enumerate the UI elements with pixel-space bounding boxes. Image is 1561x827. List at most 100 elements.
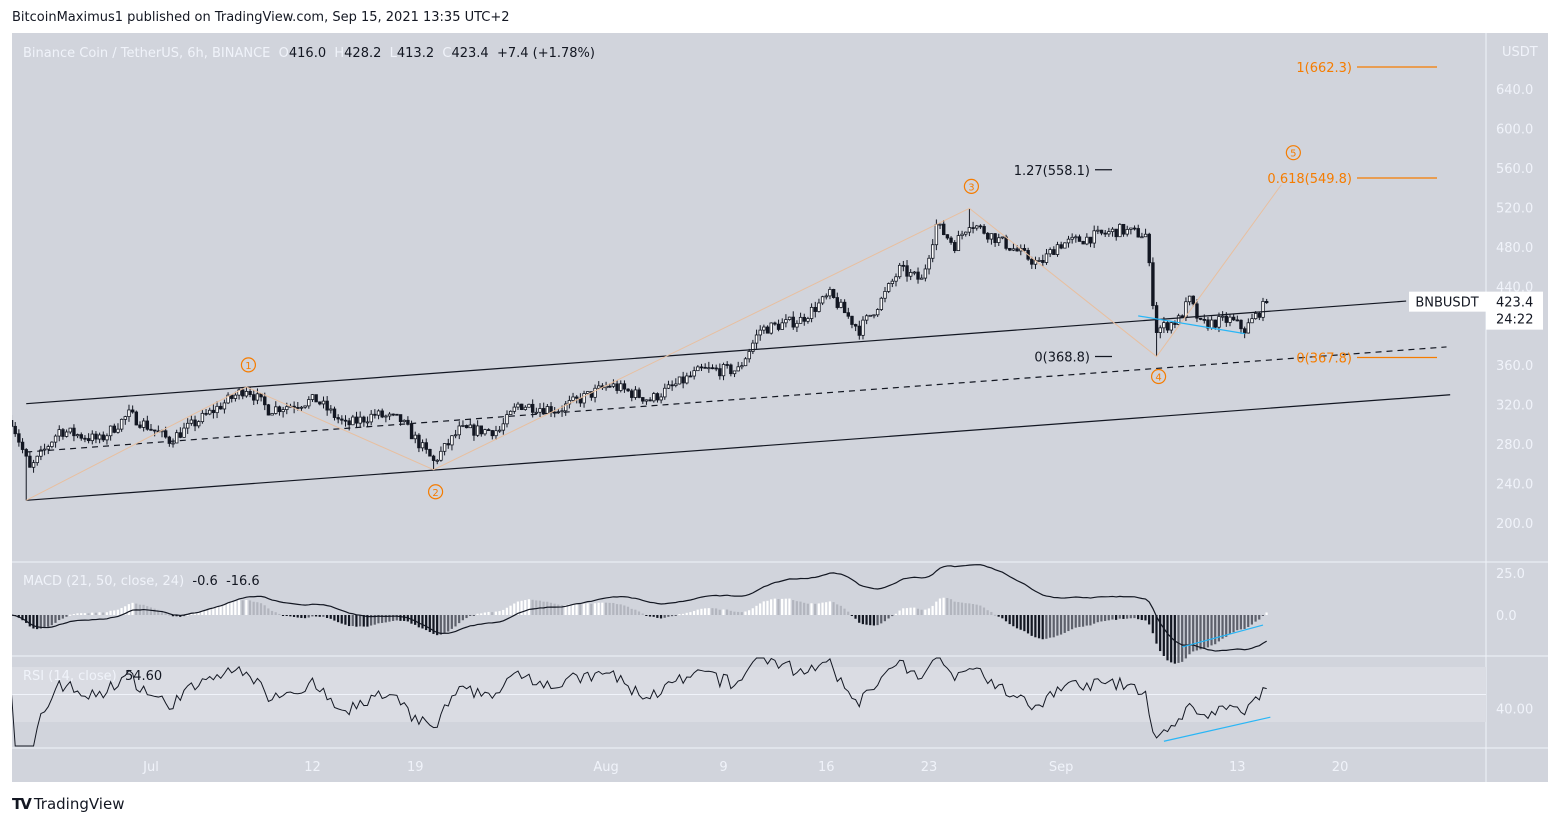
macd-histogram-bar [1078, 615, 1081, 627]
candle-up [828, 289, 832, 297]
macd-histogram-bar [1210, 615, 1213, 646]
candle-down [263, 396, 267, 406]
macd-histogram-bar [795, 601, 798, 615]
candle-up [435, 459, 439, 462]
chart-frame[interactable]: 640.0 600.0 560.0 520.0 480.0 440.0 360.0 320.0… [12, 33, 1548, 782]
macd-histogram-bar [215, 606, 219, 615]
macd-histogram-bar [494, 611, 497, 615]
rsi-value: 54.60 [124, 669, 163, 684]
candle-down [112, 425, 116, 433]
candle-down [391, 413, 395, 416]
candle-up [527, 403, 531, 408]
macd-histogram-bar [248, 600, 252, 615]
candle-down [842, 301, 847, 314]
macd-histogram-bar [1206, 615, 1209, 648]
macd-histogram-bar [1104, 615, 1107, 621]
candle-up [497, 429, 502, 432]
macd-histogram-bar [1247, 615, 1250, 627]
candle-up [442, 443, 447, 452]
candle-up [751, 342, 755, 352]
candle-up [1129, 227, 1133, 230]
candle-up [604, 385, 608, 389]
macd-histogram-bar [300, 615, 303, 618]
candle-up [1070, 236, 1074, 240]
macd-histogram-bar [737, 611, 740, 615]
candle-down [978, 225, 983, 228]
candle-up [1228, 316, 1232, 323]
candle-down [277, 406, 282, 413]
candle-down [986, 232, 990, 240]
candle-up [508, 410, 513, 415]
candle-up [685, 375, 689, 384]
macd-histogram-bar [340, 615, 343, 624]
candle-down [266, 404, 271, 416]
macd-histogram-bar [568, 604, 571, 615]
candle-up [108, 425, 113, 437]
macd-histogram-bar [241, 600, 244, 615]
macd-histogram-bar [1067, 615, 1070, 632]
wave-3-circle-icon [963, 178, 980, 194]
candle-down [1008, 247, 1012, 251]
macd-histogram-bar [1217, 615, 1220, 642]
candle-up [505, 414, 509, 425]
macd-histogram-bar [311, 615, 314, 617]
candle-up [692, 370, 696, 377]
candle-up [222, 402, 227, 410]
candle-up [1000, 236, 1005, 239]
macd-histogram-bar [953, 601, 956, 615]
close-value: 423.4 [451, 46, 489, 61]
macd-tick-label: 0.0 [1496, 609, 1517, 624]
candle-down [622, 383, 627, 390]
macd-histogram-bar [333, 615, 336, 621]
macd-histogram-bar [237, 600, 241, 615]
candle-down [149, 428, 153, 431]
macd-histogram-bar [1001, 615, 1004, 619]
rsi-line [12, 657, 1267, 747]
macd-histogram-bar [964, 603, 967, 615]
macd-histogram-bar [971, 604, 975, 615]
macd-histogram-bar [707, 608, 710, 615]
candle-up [883, 291, 887, 299]
macd-histogram-bar [546, 601, 549, 615]
candle-down [193, 419, 197, 427]
wave-1-label: 1 [245, 361, 251, 372]
candle-up [200, 412, 205, 423]
macd-histogram-bar [358, 615, 362, 627]
macd-histogram-bar [986, 610, 989, 615]
candle-up [303, 405, 307, 408]
macd-histogram-bar [630, 608, 633, 615]
time-tick-label: 9 [719, 760, 727, 775]
macd-histogram-bar [373, 615, 376, 625]
fib-level-label: 0(367.8) [1296, 351, 1352, 366]
macd-histogram-bar [729, 610, 732, 615]
candle-up [1261, 301, 1265, 318]
last-price-value: 423.4 [1496, 296, 1533, 311]
candle-down [714, 367, 718, 370]
symbol-price-label: BNBUSDT [1415, 296, 1478, 311]
macd-histogram-bar [344, 615, 347, 625]
macd-histogram-bar [667, 615, 670, 617]
candle-up [820, 296, 825, 304]
macd-histogram-bar [1107, 615, 1110, 621]
wave-1-circle-icon [240, 357, 257, 373]
candle-up [960, 233, 964, 237]
macd-histogram-bar [810, 603, 813, 615]
candle-up [307, 399, 311, 407]
candle-up [1187, 295, 1192, 303]
macd-histogram-bar [788, 598, 791, 615]
macd-histogram-bar [164, 612, 167, 615]
candle-down [362, 416, 366, 423]
candle-up [1037, 260, 1041, 262]
candle-up [1048, 249, 1052, 255]
macd-histogram-bar [817, 603, 820, 615]
chart-canvas[interactable]: 640.0600.0560.0520.0480.0440.0360.0320.0… [12, 33, 1548, 782]
macd-histogram-bar [212, 607, 215, 615]
candle-down [1198, 317, 1203, 320]
macd-histogram-bar [1045, 615, 1048, 639]
macd-histogram-bar [54, 615, 57, 623]
macd-histogram-bar [516, 601, 519, 615]
macd-histogram-bar [869, 615, 872, 626]
macd-histogram-bar [1228, 615, 1231, 635]
candle-up [50, 441, 54, 448]
low-value: 413.2 [396, 46, 435, 61]
